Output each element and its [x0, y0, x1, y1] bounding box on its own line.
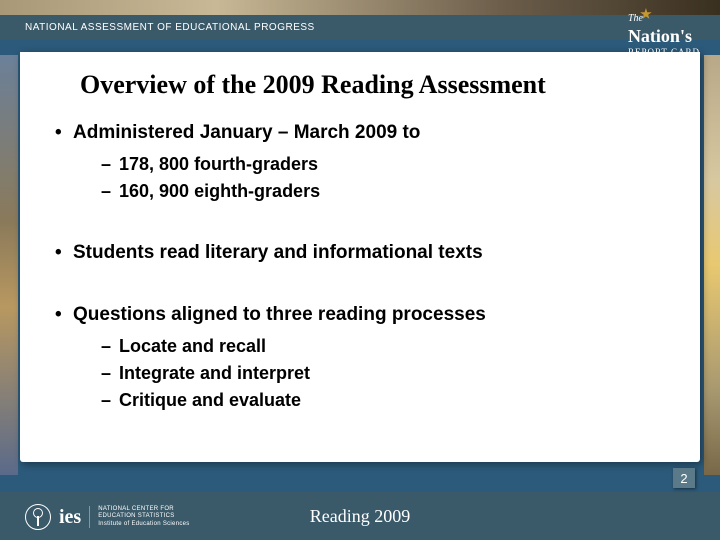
sub-item: Critique and evaluate [101, 390, 665, 411]
bullet-text: Questions aligned to three reading proce… [73, 304, 486, 325]
sub-item: Integrate and interpret [101, 363, 665, 384]
nces-text: NATIONAL CENTER FOR EDUCATION STATISTICS… [89, 506, 189, 528]
bullet-list: Administered January – March 2009 to 178… [55, 122, 665, 411]
spacer [55, 276, 665, 304]
header-bar: NATIONAL ASSESSMENT OF EDUCATIONAL PROGR… [0, 15, 720, 40]
nces-line3: Institute of Education Sciences [98, 521, 189, 528]
sub-item: 160, 900 eighth-graders [101, 181, 665, 202]
footer-title: Reading 2009 [310, 506, 411, 527]
nations-report-card-logo: The Nation's REPORT CARD [628, 8, 700, 57]
bullet-item-3: Questions aligned to three reading proce… [55, 304, 665, 411]
ies-text: ies [59, 506, 81, 529]
background-left [0, 55, 18, 475]
bullet-item-2: Students read literary and informational… [55, 242, 665, 264]
program-name: NATIONAL ASSESSMENT OF EDUCATIONAL PROGR… [25, 22, 315, 33]
sub-list-1: 178, 800 fourth-graders 160, 900 eighth-… [101, 154, 665, 202]
top-decoration [0, 0, 720, 15]
nces-line2: EDUCATION STATISTICS [98, 513, 189, 520]
sub-item: 178, 800 fourth-graders [101, 154, 665, 175]
ies-icon [25, 504, 51, 530]
sub-item: Locate and recall [101, 336, 665, 357]
logo-report-card: REPORT CARD [628, 47, 700, 57]
spacer [55, 214, 665, 242]
sub-list-3: Locate and recall Integrate and interpre… [101, 336, 665, 411]
slide-title: Overview of the 2009 Reading Assessment [55, 70, 665, 100]
logo-the: The [628, 13, 643, 24]
bullet-item-1: Administered January – March 2009 to 178… [55, 122, 665, 202]
logo-nations: Nation's [628, 26, 700, 47]
footer-bar: ies NATIONAL CENTER FOR EDUCATION STATIS… [0, 492, 720, 540]
background-right [704, 55, 720, 475]
bullet-text: Administered January – March 2009 to [73, 122, 420, 143]
slide-container: NATIONAL ASSESSMENT OF EDUCATIONAL PROGR… [0, 0, 720, 540]
bullet-text: Students read literary and informational… [73, 242, 483, 263]
content-panel: Overview of the 2009 Reading Assessment … [20, 52, 700, 462]
nces-line1: NATIONAL CENTER FOR [98, 506, 189, 513]
page-number-badge: 2 [673, 468, 695, 488]
ies-logo: ies NATIONAL CENTER FOR EDUCATION STATIS… [25, 504, 190, 530]
